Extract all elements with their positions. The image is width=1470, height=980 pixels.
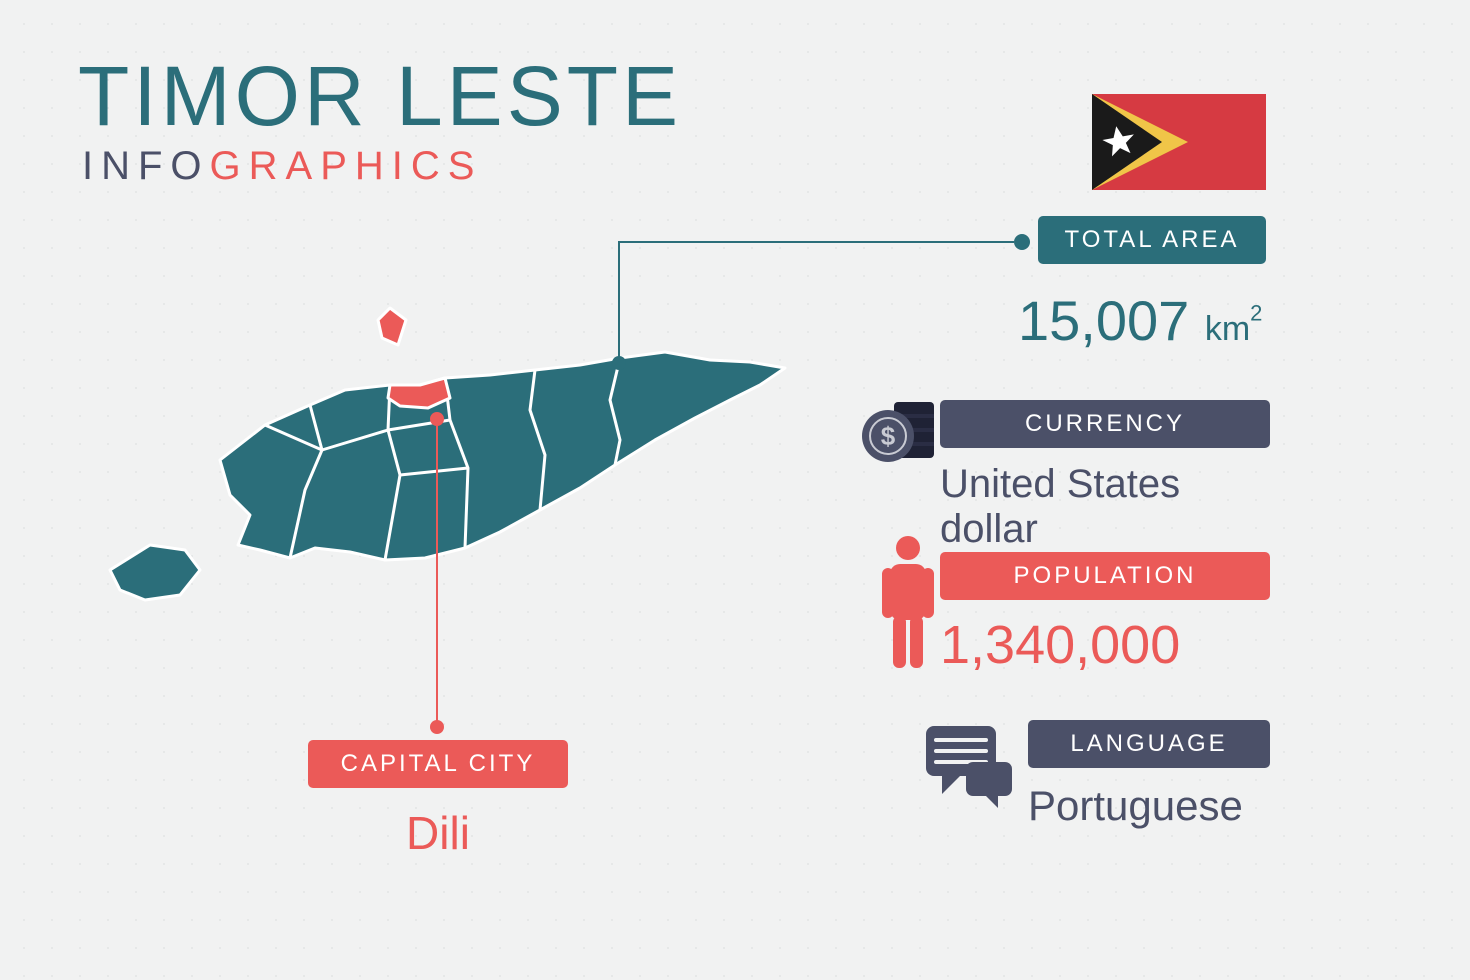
stat-area-exp: 2 bbox=[1250, 300, 1262, 325]
stat-area-label: TOTAL AREA bbox=[1038, 216, 1266, 264]
subtitle-part1: INFO bbox=[82, 144, 210, 188]
subtitle-part2: GRAPHICS bbox=[210, 144, 483, 188]
stat-area-unit: km bbox=[1205, 310, 1250, 348]
speech-bubble-icon bbox=[920, 720, 1016, 821]
stat-currency-label: CURRENCY bbox=[940, 400, 1270, 448]
stat-population-label: POPULATION bbox=[940, 552, 1270, 600]
stat-currency: CURRENCY United States dollar bbox=[940, 400, 1270, 552]
stat-population: POPULATION 1,340,000 bbox=[940, 552, 1270, 676]
page-subtitle: INFOGRAPHICS bbox=[82, 144, 482, 189]
coins-icon: $ bbox=[860, 392, 942, 479]
person-icon bbox=[880, 534, 936, 679]
page-title: TIMOR LESTE bbox=[78, 48, 682, 145]
stat-area-value: 15,007 km2 bbox=[1018, 288, 1266, 353]
stat-currency-value: United States dollar bbox=[940, 462, 1270, 552]
stat-language-value: Portuguese bbox=[1028, 782, 1270, 830]
stat-language-label: LANGUAGE bbox=[1028, 720, 1270, 768]
country-flag bbox=[1092, 94, 1266, 190]
stat-capital-label: CAPITAL CITY bbox=[308, 740, 568, 788]
svg-text:$: $ bbox=[881, 421, 896, 451]
stat-capital-value: Dili bbox=[308, 806, 568, 860]
connector-capital-dot-start bbox=[430, 412, 444, 426]
stat-capital: CAPITAL CITY Dili bbox=[308, 740, 568, 860]
stat-population-value: 1,340,000 bbox=[940, 614, 1270, 676]
connector-area-dot-end bbox=[1014, 234, 1030, 250]
stat-area: TOTAL AREA 15,007 km2 bbox=[1038, 216, 1266, 353]
stat-area-number: 15,007 bbox=[1018, 289, 1189, 352]
stat-language: LANGUAGE Portuguese bbox=[1028, 720, 1270, 830]
connector-capital-dot-end bbox=[430, 720, 444, 734]
country-map bbox=[90, 290, 790, 635]
connector-area-dot-start bbox=[612, 356, 626, 370]
